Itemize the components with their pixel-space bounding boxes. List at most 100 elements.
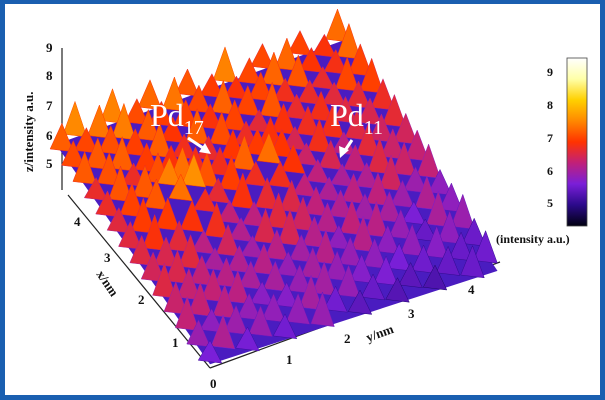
x-axis-line (67, 194, 211, 369)
surface-peak (261, 51, 287, 87)
surface-peak (111, 102, 137, 141)
surface-peak (131, 197, 156, 234)
surface-peak (250, 281, 275, 307)
surface-peak (426, 190, 451, 228)
surface-peak (462, 217, 487, 247)
surface-peak (338, 236, 363, 267)
surface-peak (292, 172, 317, 198)
surface-peak (136, 108, 161, 142)
surface-peak (351, 215, 376, 253)
annotation-sub: 11 (364, 117, 383, 139)
surface-peak (268, 160, 293, 189)
y-tick: 1 (286, 352, 293, 367)
intensity-surface (49, 8, 498, 365)
surface-peak (269, 128, 295, 158)
surface-peak (367, 137, 392, 175)
surface-peak (302, 215, 327, 248)
surface-peak (222, 99, 247, 132)
surface-peak (242, 200, 267, 228)
surface-peak (356, 122, 381, 158)
surface-peak (61, 140, 86, 169)
surface-peak (235, 326, 260, 352)
colorbar-tick: 8 (547, 98, 553, 112)
surface-peak (281, 143, 306, 174)
surface-peak (385, 277, 410, 303)
surface-peak (290, 196, 316, 232)
annotation-pd17: Pd17 (150, 97, 211, 154)
x-tick: 2 (138, 292, 145, 307)
surface-peak (228, 217, 254, 243)
annotation-base: Pd (330, 97, 364, 133)
surface-peak (211, 79, 236, 115)
surface-peak (289, 233, 314, 263)
colorbar-label: (intensity a.u.) (496, 232, 570, 246)
colorbar-tick: 9 (547, 65, 553, 79)
surface-peak (108, 165, 133, 203)
surface-peak (180, 199, 205, 233)
surface-peak (140, 251, 166, 283)
surface-peak (219, 155, 244, 192)
surface-peak (199, 73, 225, 99)
surface-peak (439, 182, 464, 213)
surface-peak (274, 37, 300, 72)
surface-peak (308, 90, 334, 122)
surface-peak (320, 104, 345, 139)
surface-peak (201, 268, 226, 303)
surface-peak (312, 261, 337, 296)
surface-peak (87, 104, 112, 139)
surface-peak (398, 261, 423, 289)
surface-peak (287, 30, 313, 56)
surface-peak (260, 81, 285, 119)
y-tick: 3 (408, 306, 415, 321)
surface-peak (142, 213, 167, 251)
surface-peak (473, 229, 498, 264)
surface-peak (214, 257, 239, 288)
surface-peak (285, 292, 311, 325)
surface-peak (199, 307, 224, 333)
surface-peak (343, 144, 368, 173)
surface-peak (132, 164, 158, 199)
surface-peak (149, 100, 174, 127)
colorbar-tick: 5 (547, 196, 553, 210)
surface-peak (162, 76, 187, 112)
surface-peak (207, 146, 233, 177)
surface-peak (333, 95, 358, 124)
x-axis-ticks: 0 1 2 3 4 (74, 214, 217, 391)
surface-peak (317, 176, 342, 202)
surface-peak (62, 100, 88, 138)
surface-peak (165, 249, 190, 284)
surface-peak (323, 48, 349, 75)
surface-peak (168, 173, 194, 202)
surface-peak (346, 80, 371, 109)
surface-peak (413, 218, 438, 242)
surface-peak (326, 224, 352, 251)
surface-peak (230, 172, 255, 210)
surface-peak (167, 219, 192, 253)
z-tick: 5 (46, 156, 53, 171)
surface-peak (273, 77, 298, 104)
surface-peak (339, 199, 365, 236)
surface-peak (427, 168, 453, 196)
surface-peak (237, 292, 262, 321)
annotation-base: Pd (150, 97, 184, 133)
surface-peak (277, 208, 303, 246)
surface-peak (344, 109, 370, 141)
surface-peak (310, 291, 335, 327)
surface-peak (299, 46, 324, 73)
surface-peak (215, 223, 241, 257)
surface-peak (263, 260, 288, 292)
z-tick: 7 (46, 98, 53, 113)
surface-peak (335, 56, 360, 92)
surface-peak (175, 68, 200, 97)
surface-peak (276, 250, 301, 278)
surface-peak (255, 176, 280, 210)
surface-peak (256, 132, 282, 164)
surface-peak (365, 171, 391, 206)
surface-peak (336, 264, 361, 298)
surface-peak (328, 189, 353, 219)
surface-peak (370, 78, 396, 111)
surface-peak (186, 319, 211, 348)
surface-peak (95, 190, 120, 218)
surface-peak (303, 185, 329, 217)
surface-peak (393, 112, 418, 145)
